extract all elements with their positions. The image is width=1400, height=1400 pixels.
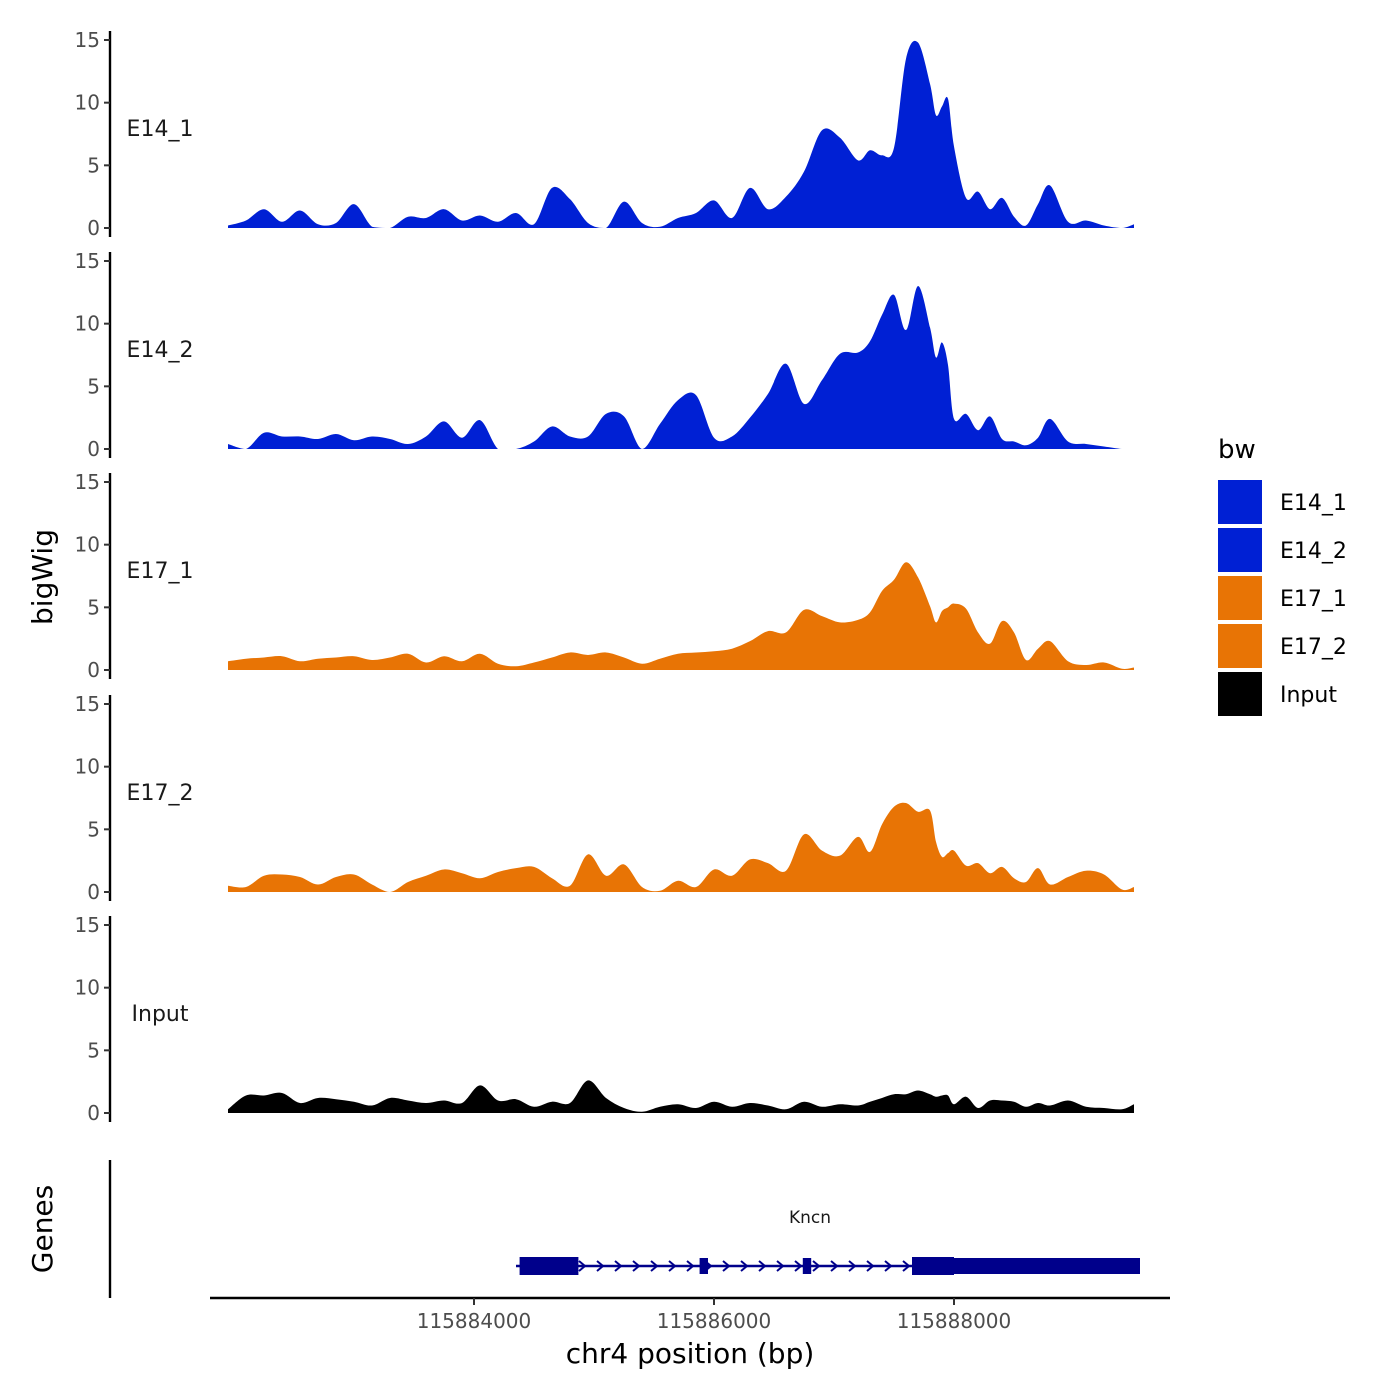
y-tick-label: 10 xyxy=(75,533,100,557)
legend-title: bw xyxy=(1218,435,1256,465)
strand-chevron-icon xyxy=(614,1260,623,1272)
x-tick-label: 115884000 xyxy=(417,1309,532,1333)
strand-chevron-icon xyxy=(866,1260,875,1272)
strand-chevron-icon xyxy=(686,1260,695,1272)
y-tick-label: 15 xyxy=(75,28,100,52)
strand-chevron-icon xyxy=(812,1260,821,1272)
y-tick-label: 5 xyxy=(87,153,100,177)
strand-chevron-icon xyxy=(884,1260,893,1272)
strand-chevron-icon xyxy=(830,1260,839,1272)
strand-chevron-icon xyxy=(632,1260,641,1272)
y-tick-label: 0 xyxy=(87,437,100,461)
legend-key-e14_1 xyxy=(1218,480,1262,524)
strand-chevron-icon xyxy=(776,1260,785,1272)
legend-key-e17_2 xyxy=(1218,624,1262,668)
legend-key-input xyxy=(1218,672,1262,716)
gene-label: Kncn xyxy=(789,1208,831,1228)
track-label-e14_2: E14_2 xyxy=(127,338,194,363)
genes-axis-title: Genes xyxy=(26,1185,59,1273)
y-tick-label: 15 xyxy=(75,470,100,494)
y-tick-label: 10 xyxy=(75,91,100,115)
y-tick-label: 10 xyxy=(75,755,100,779)
coverage-area-e17_2 xyxy=(228,802,1134,892)
strand-chevron-icon xyxy=(722,1260,731,1272)
coverage-area-input xyxy=(228,1080,1134,1113)
track-label-e17_2: E17_2 xyxy=(127,781,194,806)
strand-chevron-icon xyxy=(596,1260,605,1272)
strand-chevron-icon xyxy=(848,1260,857,1272)
y-tick-label: 0 xyxy=(87,1101,100,1125)
legend-label-e17_1: E17_1 xyxy=(1280,587,1347,612)
strand-chevron-icon xyxy=(794,1260,803,1272)
y-tick-label: 5 xyxy=(87,374,100,398)
coverage-area-e17_1 xyxy=(228,562,1134,670)
x-tick-label: 115888000 xyxy=(897,1309,1012,1333)
strand-chevron-icon xyxy=(758,1260,767,1272)
y-axis-title: bigWig xyxy=(26,529,59,625)
y-tick-label: 10 xyxy=(75,976,100,1000)
y-tick-label: 5 xyxy=(87,817,100,841)
legend-label-e17_2: E17_2 xyxy=(1280,635,1347,660)
gene-exon xyxy=(954,1258,1140,1274)
coverage-area-e14_1 xyxy=(228,40,1134,228)
track-label-e14_1: E14_1 xyxy=(127,117,194,142)
y-tick-label: 0 xyxy=(87,880,100,904)
strand-chevron-icon xyxy=(902,1260,911,1272)
gene-exon xyxy=(519,1257,579,1275)
y-tick-label: 15 xyxy=(75,249,100,273)
strand-chevron-icon xyxy=(650,1260,659,1272)
y-tick-label: 0 xyxy=(87,216,100,240)
legend-label-e14_1: E14_1 xyxy=(1280,491,1347,516)
gene-exon xyxy=(699,1258,708,1274)
y-tick-label: 5 xyxy=(87,595,100,619)
legend-label-input: Input xyxy=(1280,683,1337,708)
y-tick-label: 15 xyxy=(75,692,100,716)
gene-exon xyxy=(912,1257,954,1275)
x-axis-title: chr4 position (bp) xyxy=(566,1337,815,1370)
y-tick-label: 10 xyxy=(75,312,100,336)
legend-key-e17_1 xyxy=(1218,576,1262,620)
gene-exon xyxy=(802,1258,812,1274)
track-label-e17_1: E17_1 xyxy=(127,559,194,584)
legend-key-e14_2 xyxy=(1218,528,1262,572)
legend-label-e14_2: E14_2 xyxy=(1280,539,1347,564)
strand-chevron-icon xyxy=(578,1260,587,1272)
coverage-area-e14_2 xyxy=(228,286,1134,449)
strand-chevron-icon xyxy=(668,1260,677,1272)
y-tick-label: 5 xyxy=(87,1038,100,1062)
track-label-input: Input xyxy=(132,1002,189,1027)
y-tick-label: 0 xyxy=(87,658,100,682)
strand-chevron-icon xyxy=(740,1260,749,1272)
y-tick-label: 15 xyxy=(75,913,100,937)
x-tick-label: 115886000 xyxy=(657,1309,772,1333)
